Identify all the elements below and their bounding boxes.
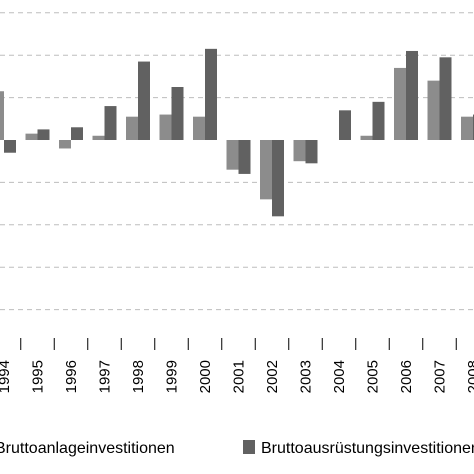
x-tick-label-2003: 2003	[298, 360, 315, 393]
bar-bruttoausruestungsinvestitionen-2002	[272, 140, 284, 217]
bar-bruttoanlageinvestitionen-2002	[260, 140, 272, 200]
bar-bruttoanlageinvestitionen-2007	[427, 80, 440, 140]
gridlines	[0, 12, 474, 311]
bar-bruttoausruestungsinvestitionen-1999	[171, 87, 184, 140]
x-tick-label-1996: 1996	[63, 360, 80, 393]
bar-bruttoausruestungsinvestitionen-1994	[4, 140, 16, 153]
x-tick-label-2000: 2000	[197, 360, 214, 393]
bar-bruttoanlageinvestitionen-1997	[92, 135, 105, 140]
bars	[0, 48, 474, 217]
bar-bruttoausruestungsinvestitionen-2001	[238, 140, 251, 174]
bar-bruttoausruestungsinvestitionen-1998	[138, 61, 150, 141]
x-tick-label-2001: 2001	[231, 360, 248, 393]
x-tick-label-2008: 2008	[465, 360, 474, 393]
bar-bruttoausruestungsinvestitionen-2005	[372, 101, 385, 140]
bar-bruttoausruestungsinvestitionen-2006	[406, 50, 418, 140]
bar-bruttoausruestungsinvestitionen-1995	[37, 129, 50, 140]
bar-bruttoanlageinvestitionen-2005	[360, 135, 373, 140]
bar-bruttoanlageinvestitionen-1998	[126, 116, 138, 140]
bar-bruttoanlageinvestitionen-2006	[394, 67, 406, 140]
x-tick-label-2006: 2006	[398, 360, 415, 393]
bar-bruttoanlageinvestitionen-2008	[461, 116, 473, 140]
x-tick-label-1995: 1995	[30, 360, 47, 393]
bar-bruttoanlageinvestitionen-2000	[193, 116, 205, 140]
bar-bruttoausruestungsinvestitionen-2007	[439, 57, 452, 140]
legend-label-bruttoanlageinvestitionen: Bruttoanlageinvestitionen	[0, 440, 175, 457]
bar-bruttoausruestungsinvestitionen-1997	[104, 106, 117, 140]
legend-swatch-bruttoausruestungsinvestitionen	[243, 440, 255, 454]
x-tick-label-2004: 2004	[331, 360, 348, 393]
bar-bruttoanlageinvestitionen-2001	[226, 140, 239, 170]
x-tick-label-1998: 1998	[130, 360, 147, 393]
bar-bruttoanlageinvestitionen-1995	[25, 133, 38, 140]
bar-bruttoanlageinvestitionen-1999	[159, 114, 172, 140]
x-tick-label-1999: 1999	[164, 360, 181, 393]
bar-bruttoanlageinvestitionen-1996	[59, 140, 71, 149]
bar-bruttoausruestungsinvestitionen-2000	[205, 48, 217, 141]
bar-bruttoanlageinvestitionen-1994	[0, 91, 4, 140]
bar-bruttoausruestungsinvestitionen-1996	[71, 127, 83, 140]
bar-bruttoanlageinvestitionen-2003	[293, 140, 306, 162]
x-tick-label-2005: 2005	[365, 360, 382, 393]
bar-bruttoausruestungsinvestitionen-2003	[305, 140, 318, 164]
legend: Bruttoanlageinvestitionen Bruttoausrüstu…	[0, 440, 474, 457]
x-tick-label-1994: 1994	[0, 360, 13, 393]
x-tick-label-2002: 2002	[264, 360, 281, 393]
bar-bruttoausruestungsinvestitionen-2004	[339, 110, 351, 140]
x-tick-label-1997: 1997	[97, 360, 114, 393]
x-tick-label-2007: 2007	[432, 360, 449, 393]
legend-label-bruttoausruestungsinvestitionen: Bruttoausrüstungsinvestitionen	[261, 440, 474, 457]
x-axis: 1994 1995 1996 1997 1998 1999 2000 2001 2002 2003…	[0, 338, 474, 393]
